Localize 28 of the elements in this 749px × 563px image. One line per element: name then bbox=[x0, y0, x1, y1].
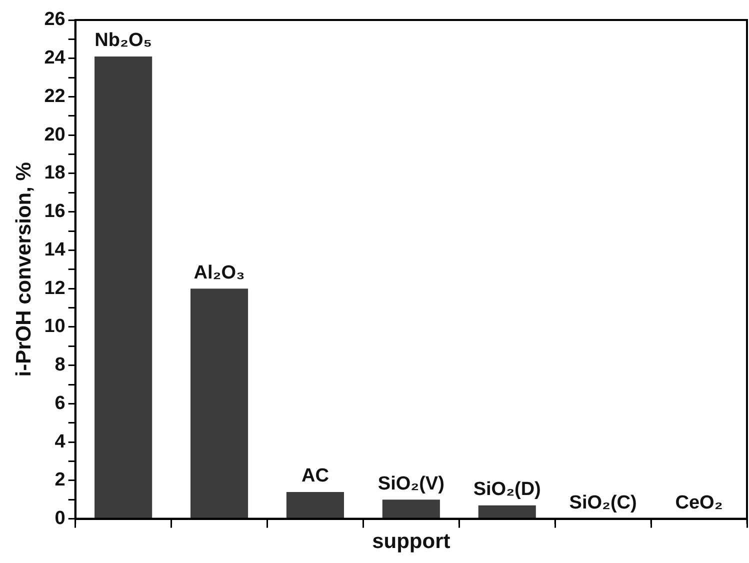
y-tick-label: 18 bbox=[44, 162, 66, 184]
x-tick-label: AC bbox=[301, 466, 330, 487]
x-tick-label: SiO₂(C) bbox=[569, 492, 637, 514]
y-tick-label: 20 bbox=[44, 124, 66, 146]
y-tick-label: 22 bbox=[44, 86, 66, 107]
y-tick-label: 16 bbox=[44, 201, 66, 222]
x-tick-label: SiO₂(V) bbox=[378, 473, 444, 494]
x-axis-title: support bbox=[372, 530, 450, 554]
y-tick-label: 26 bbox=[44, 9, 66, 30]
y-tick-label: 8 bbox=[54, 354, 66, 376]
y-tick-label: 0 bbox=[54, 508, 66, 530]
y-tick-label: 6 bbox=[54, 392, 66, 414]
bar bbox=[478, 505, 536, 518]
bar bbox=[382, 500, 440, 518]
x-tick-label: CeO₂ bbox=[675, 492, 723, 514]
y-tick-label: 4 bbox=[54, 431, 66, 452]
y-axis-title: i-PrOH conversion, % bbox=[12, 162, 36, 377]
bar bbox=[190, 288, 248, 518]
y-tick-label: 2 bbox=[54, 470, 66, 491]
bar bbox=[286, 492, 344, 518]
y-tick-label: 14 bbox=[44, 239, 66, 260]
x-tick-label: Nb₂O₅ bbox=[94, 30, 152, 52]
x-tick-label: SiO₂(D) bbox=[473, 479, 541, 500]
bar bbox=[94, 56, 152, 518]
x-tick-label: Al₂O₃ bbox=[194, 262, 245, 284]
y-tick-label: 24 bbox=[44, 48, 66, 69]
y-tick-label: 10 bbox=[44, 316, 66, 338]
y-tick-label: 12 bbox=[44, 278, 66, 299]
